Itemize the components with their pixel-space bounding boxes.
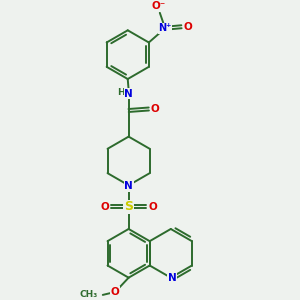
Text: N: N [124,181,133,191]
Text: S: S [124,200,133,213]
Text: N: N [168,273,177,283]
Text: CH₃: CH₃ [79,290,98,299]
Text: N⁺: N⁺ [158,23,172,33]
Text: N: N [124,88,133,99]
Text: O: O [100,202,109,212]
Text: H: H [117,88,125,97]
Text: O⁻: O⁻ [151,1,165,11]
Text: O: O [111,287,120,297]
Text: O: O [148,202,157,212]
Text: O: O [151,104,160,114]
Text: O: O [184,22,192,32]
